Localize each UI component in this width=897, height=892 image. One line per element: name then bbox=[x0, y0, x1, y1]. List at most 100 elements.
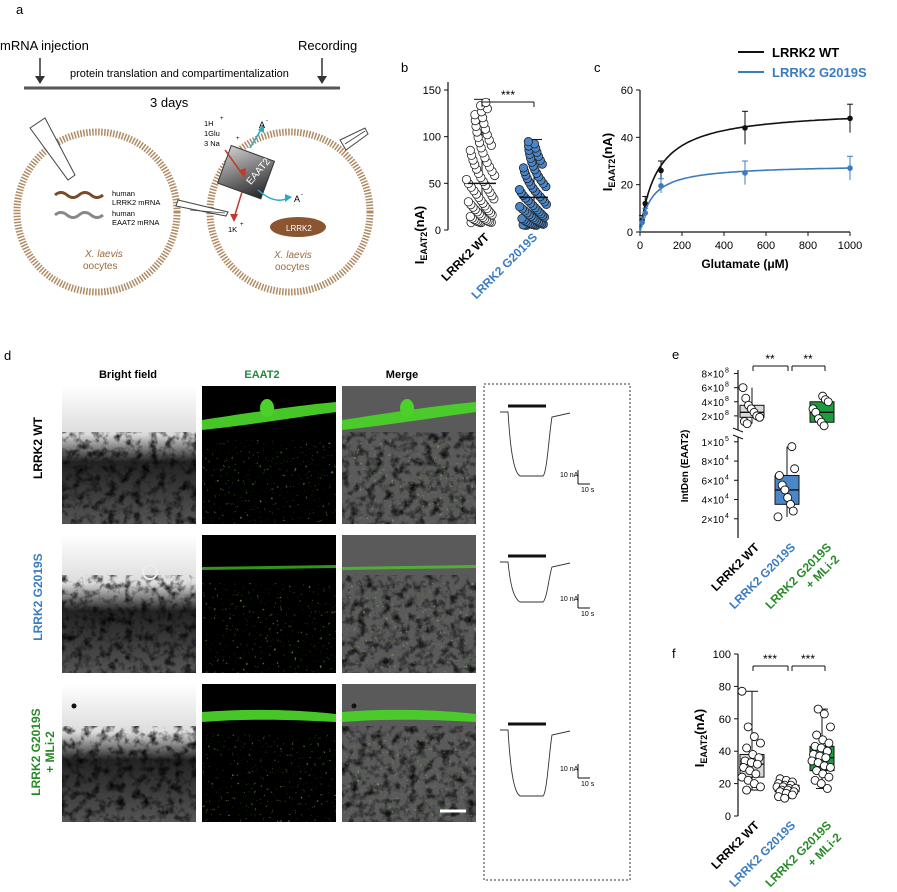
panel-f-point bbox=[742, 785, 752, 795]
na-influx-arrow bbox=[224, 149, 244, 176]
panel-f-point bbox=[756, 738, 765, 748]
panel-c-ytick-label: 60 bbox=[621, 85, 633, 97]
panel-f-point bbox=[751, 769, 761, 779]
mrna-injection-label: mRNA injection bbox=[0, 38, 89, 53]
fluor-blob-merge bbox=[400, 399, 414, 417]
a-minus-top: A bbox=[259, 120, 265, 130]
panel-e-ytick-top-exp: 8 bbox=[725, 382, 729, 389]
panel-b-group-0 bbox=[461, 97, 500, 228]
panel-a: a mRNA injection Recording protein trans… bbox=[0, 2, 374, 296]
panel-e-ytick-top-label: 6×10 bbox=[701, 384, 724, 395]
days-label: 3 days bbox=[150, 95, 189, 110]
panel-a-letter: a bbox=[16, 2, 24, 17]
panel-e-group-2 bbox=[808, 391, 835, 431]
scale-bar-3: 10 nA 10 s bbox=[560, 764, 595, 788]
col-header-eaat2: EAAT2 bbox=[244, 369, 279, 381]
panel-c-ylabel-text: IEAAT2(nA) bbox=[600, 133, 617, 191]
legend-human-2: human bbox=[112, 209, 135, 218]
panel-b-group-1 bbox=[514, 137, 552, 230]
panel-e-point bbox=[774, 471, 784, 480]
panel-f-ylabel-text: IEAAT2(nA) bbox=[692, 709, 709, 767]
micrograph-grid bbox=[62, 386, 476, 822]
panel-f-plot-area bbox=[737, 686, 835, 803]
row-label-mut: LRRK2 G2019S bbox=[31, 553, 45, 640]
panel-f-sig2: *** bbox=[801, 652, 815, 666]
panel-e-ytick-bottom-label: 2×10 bbox=[701, 515, 724, 526]
ion-3na: 3 Na bbox=[204, 139, 221, 148]
panel-e-point bbox=[773, 512, 783, 522]
panel-b-point bbox=[518, 163, 529, 173]
species-label-right: X. laevis bbox=[273, 250, 312, 261]
panel-e-sig2: ** bbox=[803, 352, 813, 366]
merge-image-0 bbox=[342, 386, 476, 524]
panel-e-point bbox=[787, 442, 797, 452]
row-label-mli: LRRK2 G2019S + MLi-2 bbox=[29, 708, 57, 795]
panel-b-point bbox=[523, 137, 533, 147]
bright-field-grain bbox=[62, 575, 196, 673]
recording-label: Recording bbox=[298, 38, 357, 53]
translation-label: protein translation and compartimentaliz… bbox=[70, 68, 289, 80]
traces-box bbox=[483, 383, 631, 881]
panel-e-point bbox=[742, 419, 752, 429]
panel-f-group-1 bbox=[772, 774, 800, 803]
panel-c-ytick-label: 20 bbox=[621, 180, 633, 192]
panel-f-point bbox=[812, 730, 822, 740]
panel-e-ytick-bottom-exp: 4 bbox=[725, 494, 729, 501]
legend-eaat2-mrna: EAAT2 mRNA bbox=[112, 218, 159, 227]
ion-1h-sup: + bbox=[220, 116, 224, 122]
panel-c-point bbox=[658, 183, 664, 189]
membrane-band-1-0 bbox=[202, 565, 336, 570]
panel-e-ytick-bottom-label: 1×10 bbox=[701, 438, 724, 449]
panel-c-point bbox=[642, 210, 649, 216]
electrode-left-wire bbox=[189, 209, 226, 214]
ion-1k: 1K bbox=[228, 225, 237, 234]
panel-e-break-2 bbox=[732, 434, 744, 440]
panel-c-point bbox=[642, 200, 649, 207]
panel-e-point bbox=[819, 421, 829, 431]
injection-arrow-head bbox=[35, 76, 45, 84]
ion-1glu: 1Glu bbox=[204, 129, 220, 138]
panel-f-ytick-label: 40 bbox=[719, 746, 731, 758]
panel-f-ytick-label: 0 bbox=[725, 811, 731, 823]
panel-b-ytick-label: 0 bbox=[435, 225, 441, 237]
anion-efflux-arrow bbox=[249, 127, 263, 149]
panel-b-point bbox=[465, 145, 475, 155]
panel-e-letter: e bbox=[672, 347, 679, 362]
panel-c-point bbox=[742, 125, 748, 131]
panel-e-ticks: 8×10 86×10 84×10 82×10 81×10 58×10 46×10 44×10 4… bbox=[701, 368, 738, 526]
panel-d: d Bright field EAAT2 Merge LRRK2 WT LRRK… bbox=[4, 348, 631, 881]
scale-bar-1: 10 nA 10 s bbox=[560, 470, 595, 494]
bright-field-grain bbox=[62, 432, 196, 524]
panel-f-point bbox=[749, 732, 759, 742]
panel-e-point bbox=[755, 412, 765, 422]
scale-bar-2: 10 nA 10 s bbox=[560, 594, 595, 618]
merge-speckle bbox=[342, 440, 476, 524]
oocyte-right bbox=[206, 128, 374, 296]
panel-e: e IntDen (EAAT2) 8×10 86×10 84×10 82×10 81×1… bbox=[672, 347, 842, 612]
panel-c-xtick-label: 0 bbox=[637, 240, 643, 252]
panel-e-ytick-top-exp: 8 bbox=[725, 410, 729, 417]
panel-e-ytick-bottom-exp: 4 bbox=[725, 455, 729, 462]
eaat2-speckle bbox=[202, 440, 336, 524]
panel-c-ytick-label: 0 bbox=[627, 227, 633, 239]
panel-f-ytick-label: 60 bbox=[719, 714, 731, 726]
row-label-mli-line2: + MLi-2 bbox=[43, 731, 57, 773]
panel-e-point bbox=[788, 506, 798, 516]
current-trace-2 bbox=[500, 729, 571, 797]
eaat2-speckle bbox=[202, 583, 336, 673]
panel-f-point bbox=[752, 759, 762, 769]
eaat2-mrna-icon bbox=[54, 211, 104, 219]
panel-b-ytick-label: 100 bbox=[423, 132, 441, 144]
panel-e-ytick-top-exp: 8 bbox=[725, 396, 729, 403]
panel-c-point bbox=[639, 219, 645, 226]
panel-e-point bbox=[738, 383, 748, 393]
bright-field-grain bbox=[62, 726, 196, 822]
panel-f-point bbox=[813, 704, 823, 714]
lrrk2-mrna-icon bbox=[54, 191, 104, 199]
panel-b-point bbox=[465, 211, 475, 222]
dust-speck-merge bbox=[351, 703, 357, 709]
panel-f-ticks: 0 20 40 60 80 100 bbox=[713, 649, 738, 823]
panel-b-ylabel-text: IEAAT2(nA) bbox=[412, 206, 429, 264]
panel-f-ytick-label: 80 bbox=[719, 681, 731, 693]
